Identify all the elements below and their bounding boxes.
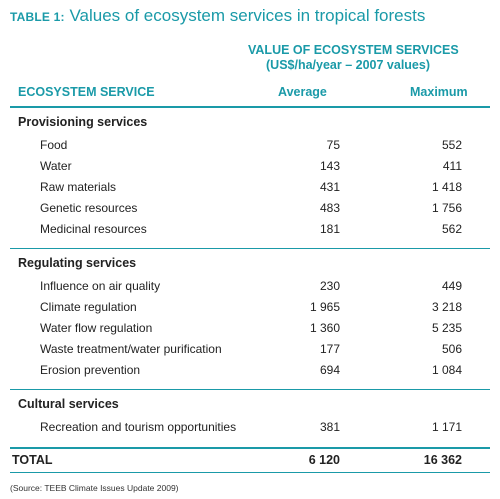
maximum-value: 552 [441, 138, 462, 152]
service-name: Medicinal resources [40, 222, 147, 236]
column-header-maximum: Maximum [410, 85, 468, 99]
maximum-value: 562 [441, 222, 462, 236]
maximum-value: 411 [442, 159, 462, 173]
maximum-value: 1 084 [431, 363, 462, 377]
source-note: (Source: TEEB Climate Issues Update 2009… [10, 483, 179, 493]
service-name: Waste treatment/water purification [40, 342, 222, 356]
table-row: Medicinal resources 181 562 [10, 219, 490, 239]
maximum-value: 449 [441, 279, 462, 293]
group-header-line2: (US$/ha/year – 2007 values) [266, 58, 430, 72]
service-name: Climate regulation [40, 300, 137, 314]
service-name: Genetic resources [40, 201, 138, 215]
average-value: 381 [319, 420, 340, 434]
header-rule [10, 106, 490, 108]
total-average: 6 120 [308, 453, 340, 467]
bottom-rule [10, 472, 490, 473]
table-row: Waste treatment/water purification 177 506 [10, 339, 490, 359]
average-value: 1 360 [309, 321, 340, 335]
table-row: Erosion prevention 694 1 084 [10, 360, 490, 380]
maximum-value: 3 218 [431, 300, 462, 314]
average-value: 181 [319, 222, 340, 236]
average-value: 483 [319, 201, 340, 215]
average-value: 143 [319, 159, 340, 173]
maximum-value: 1 171 [431, 420, 462, 434]
table-row: Recreation and tourism opportunities 381 1… [10, 417, 490, 437]
table-row: Food 75 552 [10, 135, 490, 155]
section-heading: Provisioning services [18, 115, 148, 129]
average-value: 177 [319, 342, 340, 356]
service-name: Recreation and tourism opportunities [40, 420, 237, 434]
table-row: Water flow regulation 1 360 5 235 [10, 318, 490, 338]
average-value: 75 [326, 138, 340, 152]
table-title-text: Values of ecosystem services in tropical… [69, 6, 426, 25]
average-value: 1 965 [309, 300, 340, 314]
total-row: TOTAL 6 120 16 362 [10, 450, 490, 470]
service-name: Raw materials [40, 180, 117, 194]
average-value: 694 [319, 363, 340, 377]
service-name: Influence on air quality [40, 279, 161, 293]
table-row: Raw materials 431 1 418 [10, 177, 490, 197]
maximum-value: 5 235 [431, 321, 462, 335]
table-number-label: TABLE 1: [10, 10, 65, 24]
service-name: Water [40, 159, 72, 173]
table-row: Water 143 411 [10, 156, 490, 176]
service-name: Water flow regulation [40, 321, 153, 335]
average-value: 230 [319, 279, 340, 293]
average-value: 431 [319, 180, 340, 194]
maximum-value: 506 [441, 342, 462, 356]
table-row: Climate regulation 1 965 3 218 [10, 297, 490, 317]
maximum-value: 1 756 [431, 201, 462, 215]
section-rule [10, 389, 490, 390]
column-header-average: Average [278, 85, 327, 99]
total-rule [10, 447, 490, 449]
total-label: TOTAL [12, 453, 53, 467]
maximum-value: 1 418 [431, 180, 462, 194]
section-heading: Regulating services [18, 256, 137, 270]
section-rule [10, 248, 490, 249]
table-title: TABLE 1: Values of ecosystem services in… [10, 6, 425, 26]
table-row: Influence on air quality 230 449 [10, 276, 490, 296]
group-header-line1: VALUE OF ECOSYSTEM SERVICES [248, 43, 459, 57]
column-header-service: ECOSYSTEM SERVICE [18, 85, 155, 99]
total-maximum: 16 362 [423, 453, 462, 467]
table-row: Genetic resources 483 1 756 [10, 198, 490, 218]
value-column-group-header: VALUE OF ECOSYSTEM SERVICES (US$/ha/year… [248, 43, 459, 73]
service-name: Erosion prevention [40, 363, 141, 377]
service-name: Food [40, 138, 68, 152]
section-heading: Cultural services [18, 397, 119, 411]
